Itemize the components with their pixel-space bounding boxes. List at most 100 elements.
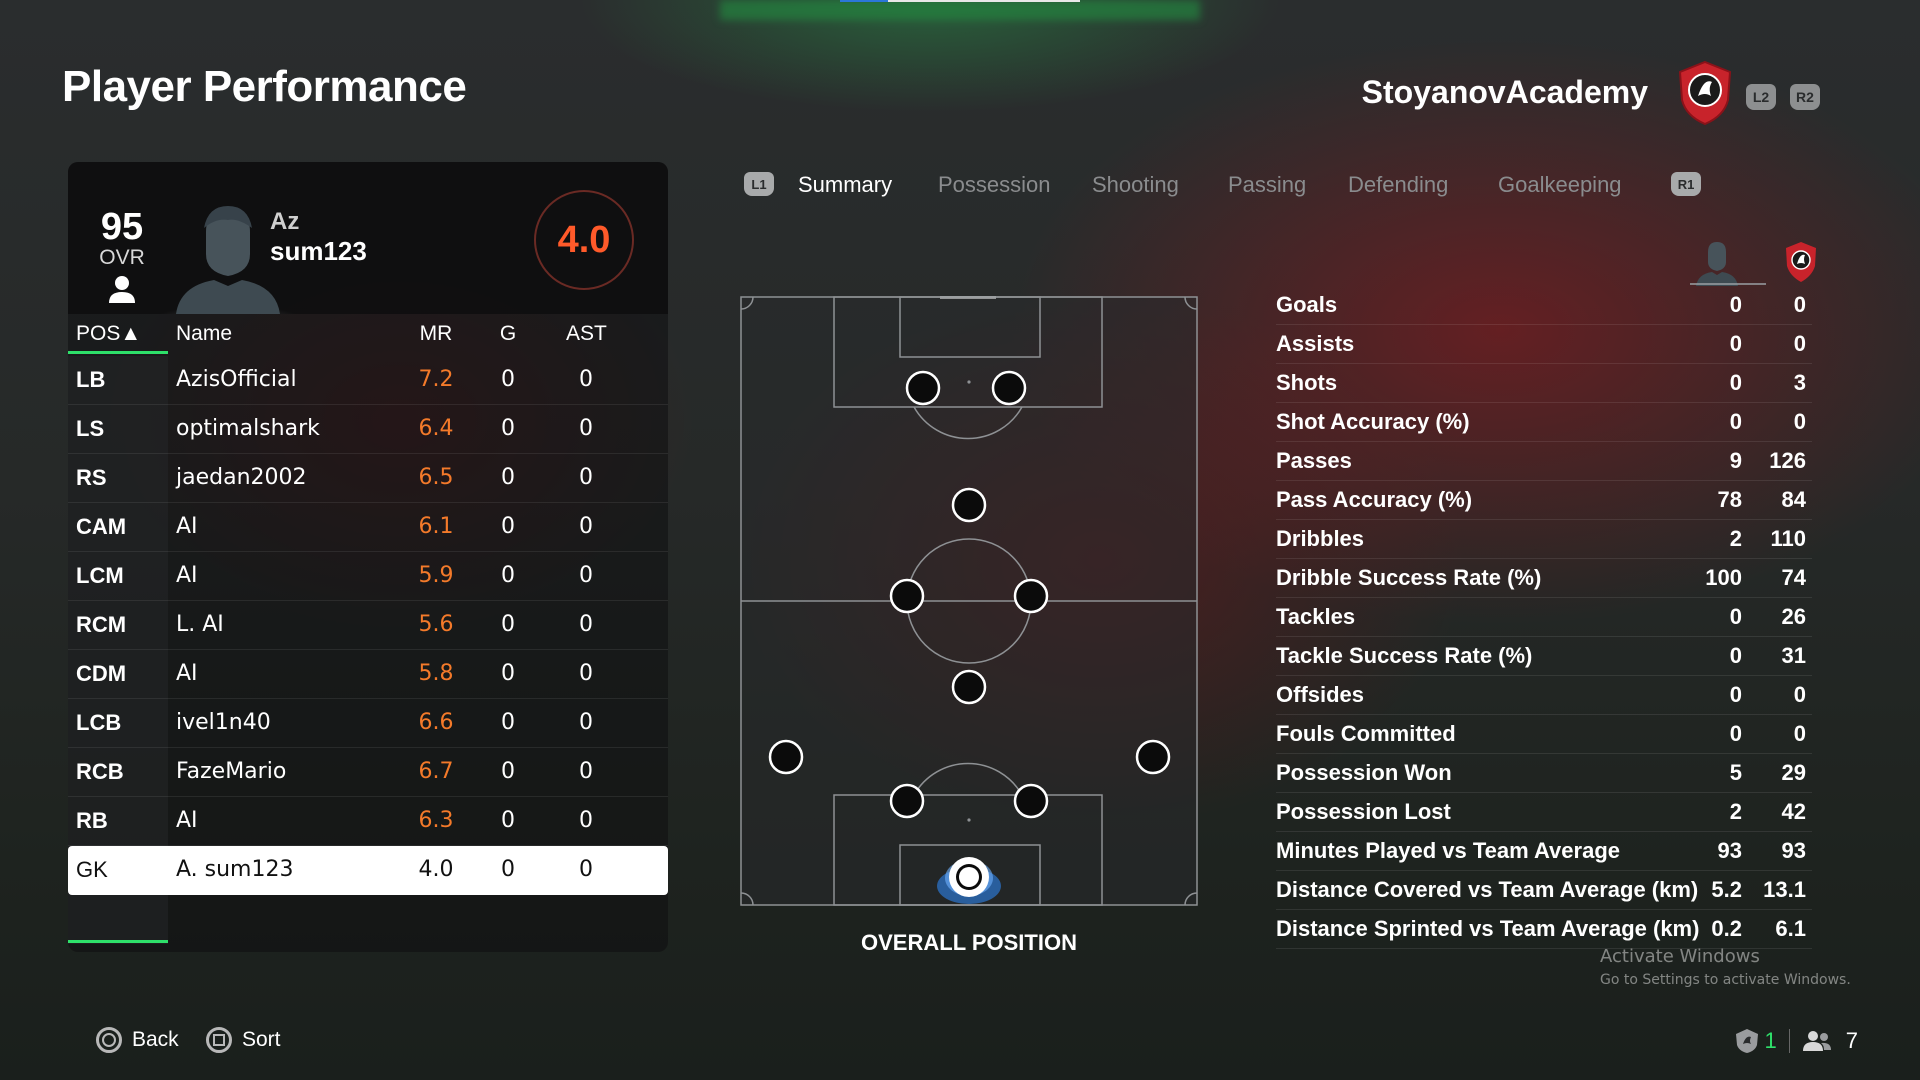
header-name[interactable]: Name (176, 322, 233, 345)
row-mr: 6.5 (418, 465, 454, 490)
club-crest-small-icon (1786, 242, 1816, 282)
table-row[interactable]: LB AzisOfficial 7.2 0 0 (68, 356, 668, 405)
avatar (158, 206, 298, 314)
table-row[interactable]: CDM AI 5.8 0 0 (68, 650, 668, 699)
stat-row: Tackle Success Rate (%) 0 31 (1276, 637, 1812, 676)
stat-label: Shots (1276, 370, 1338, 395)
tab-defending[interactable]: Defending (1348, 172, 1449, 197)
player-marker-lb (768, 739, 804, 775)
activate-windows-subtitle: Go to Settings to activate Windows. (1600, 972, 1851, 988)
player-marker-lcb (889, 783, 925, 819)
table-row[interactable]: CAM AI 6.1 0 0 (68, 503, 668, 552)
stat-team-value: 0 (1793, 292, 1806, 317)
r1-button[interactable]: R1 (1671, 172, 1701, 196)
r2-button[interactable]: R2 (1790, 84, 1820, 110)
stat-row: Shots 0 3 (1276, 364, 1812, 403)
row-ast: 0 (579, 759, 593, 784)
stat-player-value: 0 (1729, 292, 1742, 317)
stat-player-value: 2 (1729, 526, 1742, 551)
stat-player-value: 0 (1729, 409, 1742, 434)
row-pos: LCM (76, 563, 124, 588)
player-marker-rcm (1013, 578, 1049, 614)
row-ast: 0 (579, 465, 593, 490)
header-pos[interactable]: POS▲ (76, 322, 142, 345)
stat-label: Possession Lost (1276, 799, 1451, 824)
stat-label: Assists (1276, 331, 1355, 356)
header-mr[interactable]: MR (419, 322, 453, 345)
player-marker-rb (1135, 739, 1171, 775)
footer-status: 1 7 (1735, 1026, 1858, 1056)
l2-button[interactable]: L2 (1746, 84, 1776, 110)
stat-player-value: 100 (1705, 565, 1742, 590)
stat-row: Passes 9 126 (1276, 442, 1812, 481)
stat-label: Pass Accuracy (%) (1276, 487, 1473, 512)
tab-summary[interactable]: Summary (798, 172, 893, 197)
row-pos: LB (76, 367, 106, 392)
header-g[interactable]: G (499, 322, 517, 345)
stat-team-value: 0 (1793, 682, 1806, 707)
row-g: 0 (501, 416, 515, 441)
footer-divider (1788, 1029, 1790, 1053)
table-row[interactable]: RCB FazeMario 6.7 0 0 (68, 748, 668, 797)
back-button[interactable]: Back (96, 1024, 179, 1056)
table-row[interactable]: RCM L. AI 5.6 0 0 (68, 601, 668, 650)
player-last-name: sum123 (270, 236, 367, 266)
stat-row: Possession Lost 2 42 (1276, 793, 1812, 832)
row-g: 0 (501, 514, 515, 539)
tab-passing[interactable]: Passing (1228, 172, 1307, 197)
stat-player-value: 0 (1729, 643, 1742, 668)
tab-goalkeeping[interactable]: Goalkeeping (1498, 172, 1622, 197)
table-row[interactable]: RB AI 6.3 0 0 (68, 797, 668, 846)
table-row[interactable]: LCM AI 5.9 0 0 (68, 552, 668, 601)
person-icon (109, 276, 135, 303)
row-ast: 0 (579, 661, 593, 686)
stat-team-value: 93 (1781, 838, 1806, 863)
sort-button[interactable]: Sort (206, 1024, 281, 1056)
row-ast: 0 (579, 612, 593, 637)
ovr-label: OVR (99, 246, 145, 269)
stat-row: Assists 0 0 (1276, 325, 1812, 364)
row-ast: 0 (579, 710, 593, 735)
player-avatar-icon (1690, 242, 1766, 286)
row-g: 0 (501, 808, 515, 833)
tab-shooting[interactable]: Shooting (1092, 172, 1179, 197)
row-mr: 4.0 (418, 857, 454, 882)
table-row[interactable]: LS optimalshark 6.4 0 0 (68, 405, 668, 454)
row-name: AI (176, 514, 198, 539)
row-pos: LS (76, 416, 105, 441)
row-g: 0 (501, 465, 515, 490)
header-ast[interactable]: AST (566, 322, 607, 345)
row-mr: 6.4 (418, 416, 454, 441)
ovr-value: 95 (100, 206, 144, 248)
stat-team-value: 13.1 (1763, 877, 1806, 902)
list-scroll-indicator (68, 940, 168, 943)
row-name: AI (176, 661, 198, 686)
background-glow (720, 0, 1200, 20)
tab-possession[interactable]: Possession (938, 172, 1051, 197)
row-name: AzisOfficial (176, 367, 297, 392)
players-icon (1802, 1031, 1831, 1051)
stat-row: Possession Won 5 29 (1276, 754, 1812, 793)
stat-label: Passes (1276, 448, 1352, 473)
club-crest-icon (1678, 60, 1732, 126)
club-count: 1 (1764, 1028, 1777, 1053)
row-mr: 5.8 (418, 661, 454, 686)
row-g: 0 (501, 661, 515, 686)
row-pos: RCB (76, 759, 124, 784)
stat-row: Pass Accuracy (%) 78 84 (1276, 481, 1812, 520)
stat-team-value: 74 (1781, 565, 1806, 590)
stat-team-value: 0 (1793, 331, 1806, 356)
l1-button[interactable]: L1 (744, 172, 774, 196)
top-progress-fill (840, 0, 888, 2)
stat-label: Offsides (1276, 682, 1365, 707)
row-name: A. sum123 (176, 857, 294, 882)
table-row-selected[interactable]: GK A. sum123 4.0 0 0 (68, 846, 668, 895)
table-row[interactable]: RS jaedan2002 6.5 0 0 (68, 454, 668, 503)
table-row[interactable]: LCB ivel1n40 6.6 0 0 (68, 699, 668, 748)
row-pos: RS (76, 465, 107, 490)
row-mr: 6.7 (418, 759, 454, 784)
match-rating-badge: 4.0 (534, 190, 634, 290)
stats-list: Goals 0 0 Assists 0 0 Shots 0 3 Shot Accuracy … (1276, 286, 1812, 949)
stat-team-value: 110 (1770, 526, 1807, 551)
pitch-diagram (740, 296, 1198, 906)
